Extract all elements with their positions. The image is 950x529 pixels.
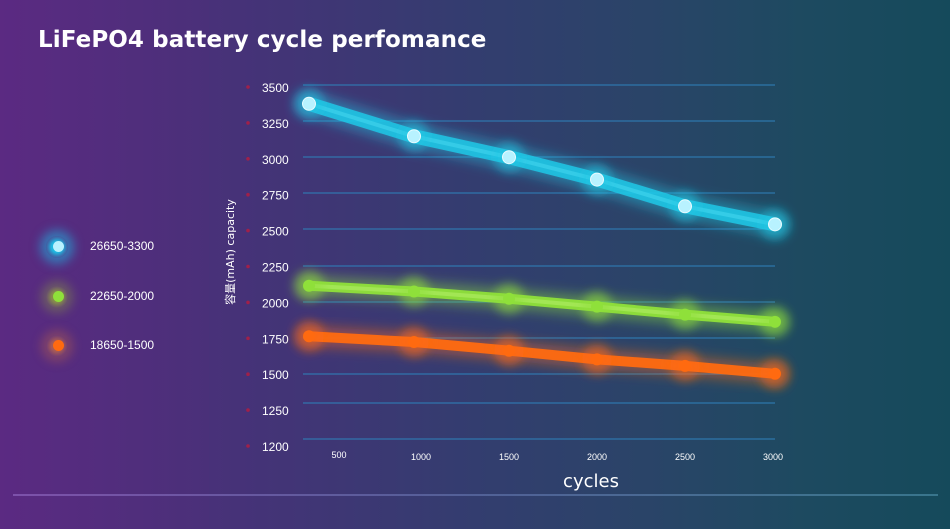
x-tick-label: 1000	[411, 452, 431, 462]
y-tick-dot	[246, 192, 250, 197]
y-tick-label: 2000	[262, 296, 289, 310]
series-22650-2000	[294, 270, 790, 337]
legend-marker-icon	[53, 291, 64, 302]
y-tick-dot	[246, 85, 250, 89]
x-tick-label: 3000	[763, 452, 783, 462]
y-tick-label: 3000	[262, 153, 289, 167]
y-tick-label: 2750	[262, 189, 289, 203]
data-point	[679, 308, 691, 321]
series-line-highlight	[307, 101, 777, 227]
data-point	[502, 150, 516, 165]
data-point	[769, 315, 781, 328]
x-axis-ticks: 500 1000 1500 2000 2500 3000	[331, 450, 783, 462]
x-tick-label: 2000	[587, 452, 607, 462]
x-axis-label: cycles	[563, 471, 619, 492]
data-point	[302, 96, 316, 111]
data-point	[503, 344, 515, 357]
legend-item: 26650-3300	[40, 232, 210, 262]
data-point	[590, 172, 604, 187]
y-tick-dot	[246, 408, 250, 412]
data-point	[503, 292, 515, 305]
x-tick-label: 500	[331, 450, 346, 460]
gridlines	[303, 84, 775, 440]
legend-label: 18650-1500	[90, 338, 155, 352]
x-tick-label: 2500	[675, 452, 695, 462]
y-tick-dot	[246, 336, 250, 341]
y-tick-dot	[246, 228, 250, 233]
y-tick-dot	[246, 444, 250, 448]
data-point	[591, 353, 603, 366]
y-axis-label: 容量(mAh) capacity	[223, 199, 237, 305]
legend-item: 18650-1500	[40, 331, 210, 361]
data-point	[679, 359, 691, 372]
data-point	[303, 330, 315, 343]
series-18650-1500	[294, 321, 790, 389]
legend-marker-icon	[53, 241, 64, 252]
data-point	[678, 199, 692, 214]
y-tick-dot	[246, 157, 250, 161]
y-tick-label: 2250	[262, 261, 289, 275]
y-tick-label: 3500	[262, 81, 289, 95]
y-tick-label: 1200	[262, 440, 289, 454]
series-26650-3300	[294, 88, 790, 240]
y-tick-label: 1750	[262, 332, 289, 346]
y-tick-label: 1500	[262, 368, 289, 382]
y-tick-label: 2500	[262, 225, 289, 239]
series-line-highlight	[307, 283, 777, 324]
y-tick-label: 3250	[262, 117, 289, 131]
legend-marker-icon	[53, 340, 64, 351]
data-point	[408, 336, 420, 349]
x-tick-label: 1500	[499, 452, 519, 462]
data-point	[303, 279, 315, 292]
y-tick-dot	[246, 121, 250, 125]
legend-label: 22650-2000	[90, 289, 155, 303]
series-line	[304, 331, 780, 379]
y-tick-label: 1250	[262, 404, 289, 418]
chart-title: LiFePO4 battery cycle perfomance	[38, 27, 487, 53]
series-lines	[294, 88, 790, 389]
y-axis-ticks: 3500 3250 3000 2750 2500 2250 2000 1750 1500 1250…	[246, 81, 289, 454]
bottom-divider	[13, 494, 938, 496]
data-point	[407, 129, 421, 144]
y-tick-dot	[246, 264, 250, 269]
legend-label: 26650-3300	[90, 239, 155, 253]
y-tick-dot	[246, 372, 250, 377]
y-tick-dot	[246, 300, 250, 305]
data-point	[769, 367, 781, 380]
legend-item: 22650-2000	[40, 282, 210, 312]
data-point	[591, 300, 603, 313]
data-point	[408, 285, 420, 298]
data-point	[768, 217, 782, 232]
